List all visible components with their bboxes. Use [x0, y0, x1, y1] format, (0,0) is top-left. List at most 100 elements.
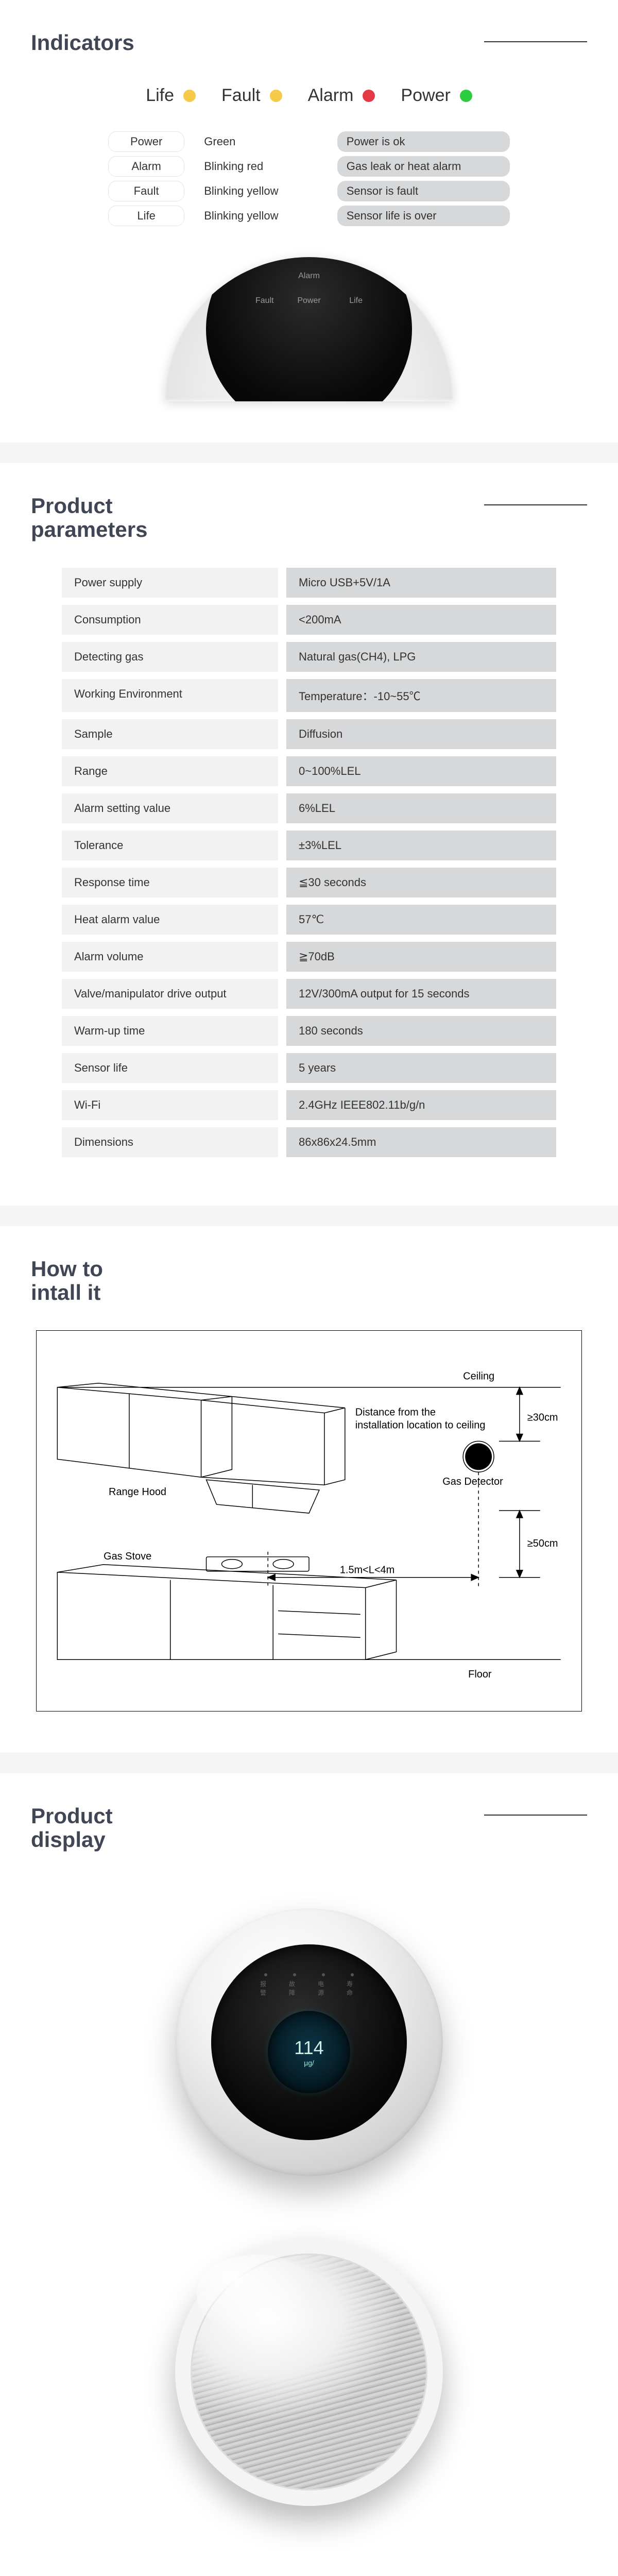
- install-title-1: How to: [31, 1257, 587, 1281]
- face-tiny-label: 电源: [318, 1979, 329, 1997]
- indicator-row: Power Green Power is ok: [108, 131, 510, 152]
- legend-label: Life: [146, 86, 174, 106]
- param-key: Alarm setting value: [62, 793, 278, 823]
- param-key: Alarm volume: [62, 942, 278, 972]
- param-value: Natural gas(CH4), LPG: [286, 642, 556, 672]
- indicator-state: Blinking red: [195, 156, 327, 177]
- param-key: Sensor life: [62, 1053, 278, 1083]
- install-title: How to intall it: [31, 1257, 587, 1304]
- install-title-2: intall it: [31, 1281, 587, 1304]
- param-row: Power supplyMicro USB+5V/1A: [62, 568, 556, 598]
- param-row: SampleDiffusion: [62, 719, 556, 749]
- param-row: Working EnvironmentTemperature：-10~55℃: [62, 679, 556, 712]
- face-label-alarm: Alarm: [298, 272, 320, 281]
- param-value: <200mA: [286, 605, 556, 635]
- param-value: Temperature：-10~55℃: [286, 679, 556, 712]
- param-row: Sensor life 5 years: [62, 1053, 556, 1083]
- dim-horizontal-val: 1.5m<L<4m: [340, 1565, 394, 1576]
- gas-detector-icon: [463, 1441, 494, 1472]
- screen-unit: μg/: [304, 2059, 314, 2067]
- dist-ceiling-val: ≥30cm: [527, 1412, 558, 1423]
- param-key: Tolerance: [62, 831, 278, 860]
- indicator-name: Fault: [108, 181, 184, 201]
- legend-item: Life: [146, 86, 196, 106]
- label-ceiling: Ceiling: [463, 1371, 494, 1382]
- param-row: Response time ≦30 seconds: [62, 868, 556, 897]
- face-tiny-label: 故障: [289, 1979, 300, 1997]
- parameters-title: Product parameters: [31, 494, 587, 541]
- label-gas-stove: Gas Stove: [104, 1551, 151, 1562]
- section-install: How to intall it Ceiling Floor: [0, 1226, 618, 1753]
- indicator-name: Alarm: [108, 156, 184, 177]
- legend-label: Power: [401, 86, 450, 106]
- display-title: Product display: [31, 1804, 587, 1852]
- legend-dot: [183, 90, 196, 102]
- param-value: Diffusion: [286, 719, 556, 749]
- indicator-desc: Gas leak or heat alarm: [337, 156, 510, 177]
- indicator-legend: Life Fault Alarm Power: [31, 86, 587, 106]
- legend-dot: [460, 90, 472, 102]
- section-display: Product display 报警故障电源寿命 114 μg/: [0, 1773, 618, 2576]
- indicator-name: Power: [108, 131, 184, 152]
- indicator-row: FaultBlinking yellowSensor is fault: [108, 181, 510, 201]
- param-row: Detecting gas Natural gas(CH4), LPG: [62, 642, 556, 672]
- display-title-2: display: [31, 1828, 587, 1852]
- indicator-desc: Sensor life is over: [337, 206, 510, 226]
- indicator-desc: Power is ok: [337, 131, 510, 152]
- install-diagram: Ceiling Floor Range Hood: [36, 1330, 582, 1711]
- parameters-title-2: parameters: [31, 518, 587, 541]
- legend-label: Alarm: [308, 86, 354, 106]
- param-key: Working Environment: [62, 679, 278, 712]
- param-key: Response time: [62, 868, 278, 897]
- param-value: 5 years: [286, 1053, 556, 1083]
- param-value: 180 seconds: [286, 1016, 556, 1046]
- indicator-row: Alarm Blinking red Gas leak or heat alarm: [108, 156, 510, 177]
- indicator-row: Life Blinking yellow Sensor life is over: [108, 206, 510, 226]
- param-row: Alarm volume ≧70dB: [62, 942, 556, 972]
- param-value: 57℃: [286, 905, 556, 935]
- face-label-fault: Fault: [255, 296, 274, 306]
- device-face: Alarm Fault Power Life: [206, 257, 412, 401]
- param-row: Range 0~100%LEL: [62, 756, 556, 786]
- param-value: 2.4GHz IEEE802.11b/g/n: [286, 1090, 556, 1120]
- param-value: ≧70dB: [286, 942, 556, 972]
- param-key: Range: [62, 756, 278, 786]
- indicator-state: Blinking yellow: [195, 206, 327, 226]
- legend-item: Power: [401, 86, 472, 106]
- label-floor: Floor: [468, 1669, 492, 1680]
- face-tiny-label: 报警: [260, 1979, 271, 1997]
- dist-floor-val: ≥50cm: [527, 1538, 558, 1549]
- indicator-state: Green: [195, 131, 327, 152]
- param-key: Dimensions: [62, 1127, 278, 1157]
- param-value: ±3%LEL: [286, 831, 556, 860]
- legend-dot: [270, 90, 282, 102]
- section-indicators: Indicators LifeFaultAlarmPower PowerGree…: [0, 0, 618, 443]
- parameters-title-1: Product: [31, 494, 587, 518]
- dist-ceiling-line1: Distance from the: [355, 1406, 436, 1418]
- face-tiny-label: 寿命: [347, 1979, 358, 1997]
- legend-item: Alarm: [308, 86, 375, 106]
- device-top-view: Alarm Fault Power Life: [31, 257, 587, 401]
- param-key: Valve/manipulator drive output: [62, 979, 278, 1009]
- param-row: Dimensions 86x86x24.5mm: [62, 1127, 556, 1157]
- param-row: Valve/manipulator drive output 12V/300mA …: [62, 979, 556, 1009]
- product-screen: 114 μg/: [268, 2011, 350, 2093]
- param-value: 86x86x24.5mm: [286, 1127, 556, 1157]
- param-value: ≦30 seconds: [286, 868, 556, 897]
- param-row: Alarm setting value6%LEL: [62, 793, 556, 823]
- param-value: 0~100%LEL: [286, 756, 556, 786]
- param-row: Wi-Fi2.4GHz IEEE802.11b/g/n: [62, 1090, 556, 1120]
- param-row: Heat alarm value 57℃: [62, 905, 556, 935]
- param-key: Heat alarm value: [62, 905, 278, 935]
- indicator-name: Life: [108, 206, 184, 226]
- product-front-view: 报警故障电源寿命 114 μg/: [175, 1908, 443, 2176]
- param-key: Detecting gas: [62, 642, 278, 672]
- indicator-desc: Sensor is fault: [337, 181, 510, 201]
- param-value: 12V/300mA output for 15 seconds: [286, 979, 556, 1009]
- screen-value: 114: [294, 2037, 323, 2058]
- param-key: Warm-up time: [62, 1016, 278, 1046]
- legend-item: Fault: [221, 86, 282, 106]
- section-parameters: Product parameters Power supplyMicro USB…: [0, 463, 618, 1205]
- param-row: Warm-up time 180 seconds: [62, 1016, 556, 1046]
- dist-ceiling-line2: installation location to ceiling: [355, 1419, 486, 1431]
